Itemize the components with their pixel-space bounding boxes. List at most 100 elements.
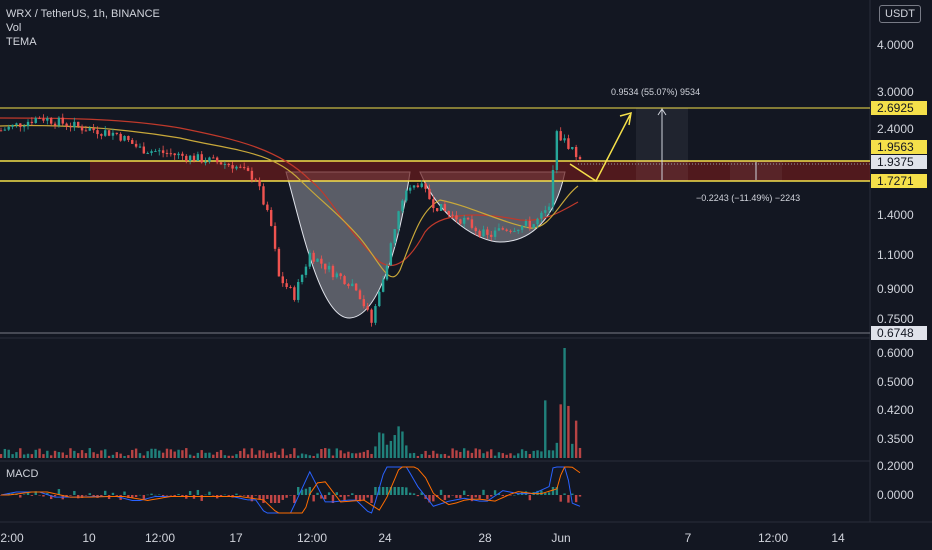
macd-histogram-bar [88, 493, 91, 495]
volume-bar [447, 455, 450, 458]
macd-histogram-bar [262, 495, 265, 503]
volume-bar [107, 455, 111, 458]
macd-histogram-bar [53, 495, 57, 497]
lower-label-bg [871, 174, 927, 188]
volume-bar [381, 433, 385, 458]
candle-body [185, 155, 188, 161]
macd-histogram-bar [246, 495, 250, 498]
volume-bar [304, 454, 308, 458]
macd-histogram-bar [22, 494, 26, 495]
macd-histogram-bar [443, 495, 447, 501]
volume-bar [270, 452, 273, 458]
price-axis[interactable]: 4.0000 3.0000 2.4000 1.4000 1.1000 0.900… [877, 38, 914, 326]
macd-histogram-bar [547, 492, 551, 495]
macd-histogram-bar [351, 493, 354, 495]
volume-bar [293, 448, 296, 458]
candle-body [34, 117, 37, 123]
macd-indicator-label[interactable]: MACD [6, 468, 39, 480]
volume-bar [520, 449, 524, 458]
candle-body [505, 229, 508, 231]
candle-body [131, 140, 134, 144]
volume-bar [181, 450, 184, 458]
macd-histogram-bar [208, 491, 211, 495]
macd-tick: 0.2000 [877, 459, 914, 473]
tema-indicator-label[interactable]: TEMA [6, 36, 37, 48]
candle-body [30, 121, 34, 123]
macd-histogram-bar [293, 495, 296, 503]
volume-bar [443, 453, 447, 458]
candle-body [57, 117, 61, 126]
macd-histogram-bar [297, 487, 300, 495]
candle-body [242, 167, 246, 169]
candle-body [381, 279, 385, 292]
volume-bar [532, 450, 535, 458]
candle-body [204, 161, 207, 163]
macd-histogram-bar [335, 492, 339, 495]
volume-bar [142, 455, 146, 458]
volume-bar [389, 440, 393, 458]
volume-bar [223, 455, 227, 458]
volume-bar [432, 450, 435, 458]
candle-body [134, 143, 138, 147]
volume-bar [273, 451, 277, 458]
volume-bar [212, 454, 215, 458]
volume-bar [231, 455, 234, 458]
candle-body [281, 276, 284, 284]
candle-body [470, 219, 474, 228]
macd-histogram-bar [100, 495, 103, 497]
macd-histogram-bar [578, 495, 582, 497]
volume-bar [204, 452, 207, 458]
candle-body [455, 215, 458, 220]
volume-bar [459, 451, 462, 458]
volume-bar [0, 454, 3, 458]
currency-selector[interactable]: USDT [879, 5, 921, 23]
macd-histogram-bar [308, 487, 311, 495]
candle-body [304, 266, 308, 275]
candle-body [212, 157, 215, 159]
macd-histogram-bar [432, 495, 435, 502]
candle-body [69, 126, 72, 128]
time-tick: 17 [229, 531, 243, 545]
candle-body [466, 217, 470, 220]
macd-histogram-bar [142, 495, 146, 501]
macd-histogram-bar [401, 487, 404, 495]
volume-bar [215, 451, 219, 458]
macd-histogram-bar [385, 487, 389, 495]
candle-body [158, 150, 161, 152]
volume-indicator-label[interactable]: Vol [6, 22, 22, 34]
candle-body [551, 169, 555, 207]
candle-body [53, 123, 57, 126]
time-axis[interactable]: 2:00 10 12:00 17 12:00 24 28 Jun 7 12:00… [0, 531, 845, 545]
macd-histogram-bar [559, 495, 562, 502]
macd-histogram-bar [242, 495, 246, 496]
volume-tick: 0.4200 [877, 403, 914, 417]
symbol-title[interactable]: WRX / TetherUS, 1h, BINANCE [6, 8, 160, 20]
volume-bar [53, 450, 57, 458]
macd-histogram-bar [49, 495, 53, 500]
resistance-label: 2.6925 [877, 101, 914, 115]
candle-body [447, 211, 450, 215]
macd-histogram-bar [227, 495, 230, 496]
macd-histogram-bar [509, 495, 512, 496]
candle-body [49, 118, 53, 124]
macd-histogram-bar [374, 487, 377, 495]
volume-bar [192, 455, 196, 458]
macd-histogram-bar [300, 489, 304, 495]
resistance-label-bg [871, 101, 927, 115]
volume-bar [555, 442, 559, 458]
candle-body [111, 132, 115, 136]
candle-body [11, 124, 14, 127]
macd-histogram-bar [273, 495, 277, 503]
candle-body [517, 229, 520, 232]
macd-histogram-bar [493, 490, 497, 495]
volume-bar [401, 431, 404, 458]
candle-body [432, 199, 435, 209]
candle-body [169, 153, 173, 155]
macd-histogram-bar [455, 495, 458, 498]
volume-bar [154, 448, 157, 458]
volume-bar [439, 454, 443, 458]
volume-bar [478, 449, 481, 458]
macd-histogram-bar [331, 495, 335, 503]
